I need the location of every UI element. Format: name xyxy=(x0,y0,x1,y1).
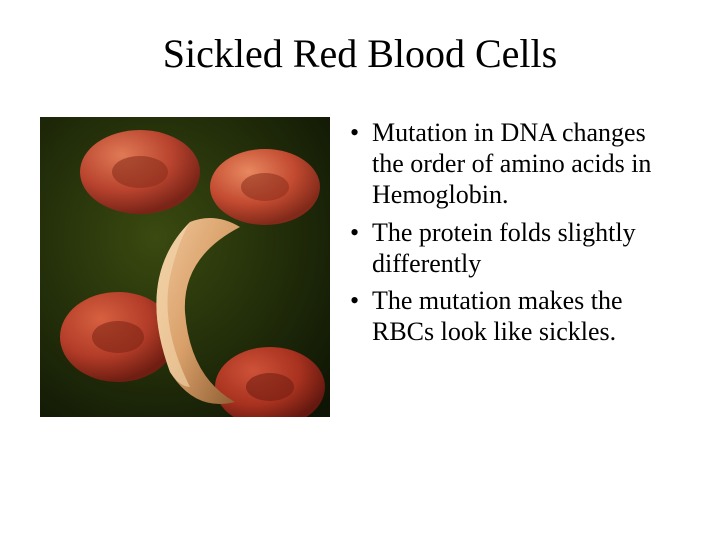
blood-cells-image xyxy=(40,117,330,417)
bullet-list: Mutation in DNA changes the order of ami… xyxy=(350,117,680,353)
slide-content: Mutation in DNA changes the order of ami… xyxy=(40,117,680,417)
slide: Sickled Red Blood Cells xyxy=(0,0,720,540)
bullet-item: The mutation makes the RBCs look like si… xyxy=(350,285,680,347)
blood-cells-svg xyxy=(40,117,330,417)
bullet-item: Mutation in DNA changes the order of ami… xyxy=(350,117,680,211)
bullet-item: The protein folds slightly differently xyxy=(350,217,680,279)
slide-title: Sickled Red Blood Cells xyxy=(40,30,680,77)
